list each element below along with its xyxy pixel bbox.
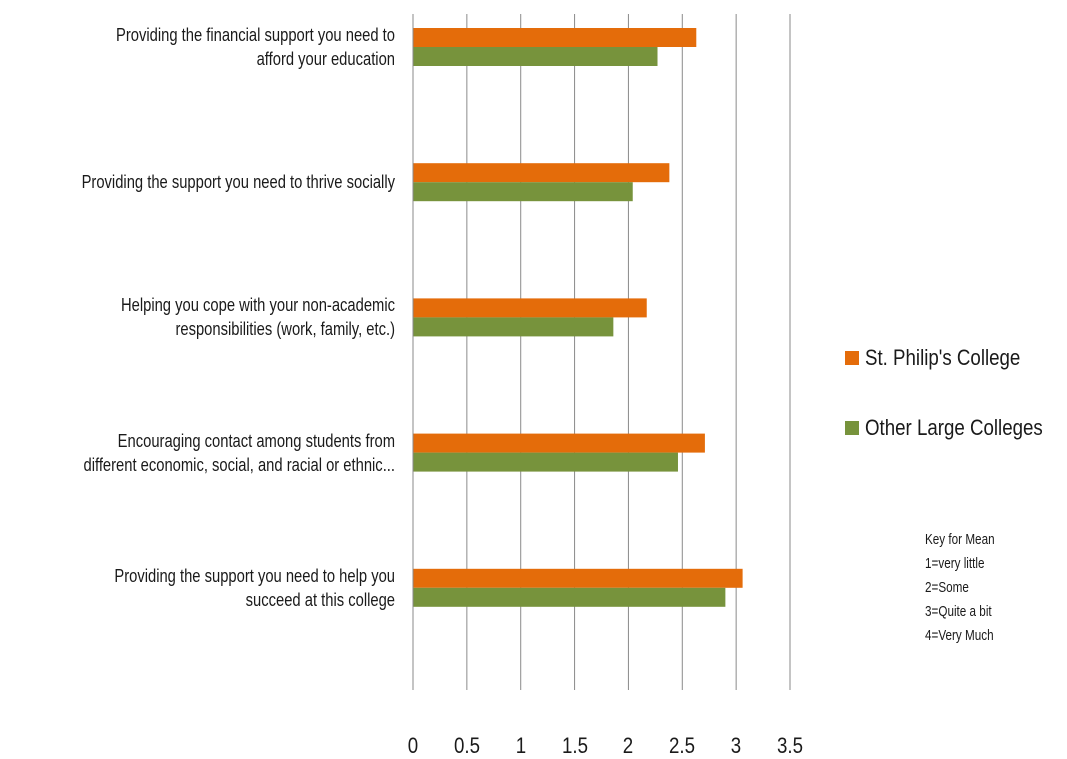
legend-swatch-st-philips <box>845 351 859 365</box>
bar-other-large-3 <box>413 452 678 472</box>
mean-key-item: 2=Some <box>925 579 969 596</box>
mean-key-item: 1=very little <box>925 555 985 572</box>
category-label-line: afford your education <box>256 49 395 69</box>
category-label: Encouraging contact among students from d… <box>71 429 395 477</box>
legend-label: Other Large Colleges <box>865 415 1043 440</box>
legend-item-other-large: Other Large Colleges <box>845 413 1067 443</box>
category-label-line: Providing the support you need to thrive… <box>81 172 395 193</box>
legend: St. Philip's College Other Large College… <box>845 343 1067 483</box>
x-tick-label: 3 <box>730 733 742 758</box>
legend-swatch-other-large <box>845 421 859 435</box>
x-tick-label: 2.5 <box>669 733 696 758</box>
bar-st-philips-4 <box>413 568 743 588</box>
mean-key-item: 3=Quite a bit <box>925 603 992 620</box>
x-tick-label: 0.5 <box>453 733 480 758</box>
mean-key-title: Key for Mean <box>925 531 995 548</box>
x-tick-label: 1 <box>515 733 526 758</box>
x-tick-label: 2 <box>623 733 634 758</box>
category-label-line: Providing the financial support you need… <box>116 25 395 45</box>
bars <box>413 28 743 607</box>
category-label: Helping you cope with your non-academic r… <box>71 293 395 341</box>
bar-other-large-4 <box>413 587 726 607</box>
bar-other-large-2 <box>413 317 614 337</box>
x-tick-label: 1.5 <box>561 733 588 758</box>
bar-other-large-1 <box>413 182 633 202</box>
gridlines <box>466 14 791 690</box>
category-label-line: Helping you cope with your non-academic <box>120 295 396 316</box>
category-label: Providing the support you need to help y… <box>71 564 395 612</box>
legend-item-st-philips: St. Philip's College <box>845 343 1067 373</box>
mean-key-item: 4=Very Much <box>925 627 994 644</box>
bar-other-large-0 <box>413 47 658 66</box>
x-tick-label: 0 <box>407 733 419 758</box>
x-tick-label: 3.5 <box>776 733 804 758</box>
category-label-line: succeed at this college <box>245 589 395 610</box>
bar-st-philips-3 <box>413 433 705 453</box>
category-label: Providing the financial support you need… <box>71 23 395 71</box>
bar-st-philips-0 <box>413 28 697 47</box>
bar-st-philips-2 <box>413 298 647 318</box>
category-label: Providing the support you need to thrive… <box>71 170 395 194</box>
category-label-line: Encouraging contact among students from <box>117 430 395 451</box>
category-label-line: Providing the support you need to help y… <box>114 565 395 586</box>
category-label-line: different economic, social, and racial o… <box>83 454 395 475</box>
mean-key: Key for Mean 1=very little 2=Some 3=Quit… <box>925 528 1045 648</box>
legend-label: St. Philip's College <box>865 345 1021 370</box>
category-label-line: responsibilities (work, family, etc.) <box>175 319 395 340</box>
bar-st-philips-1 <box>413 163 670 183</box>
